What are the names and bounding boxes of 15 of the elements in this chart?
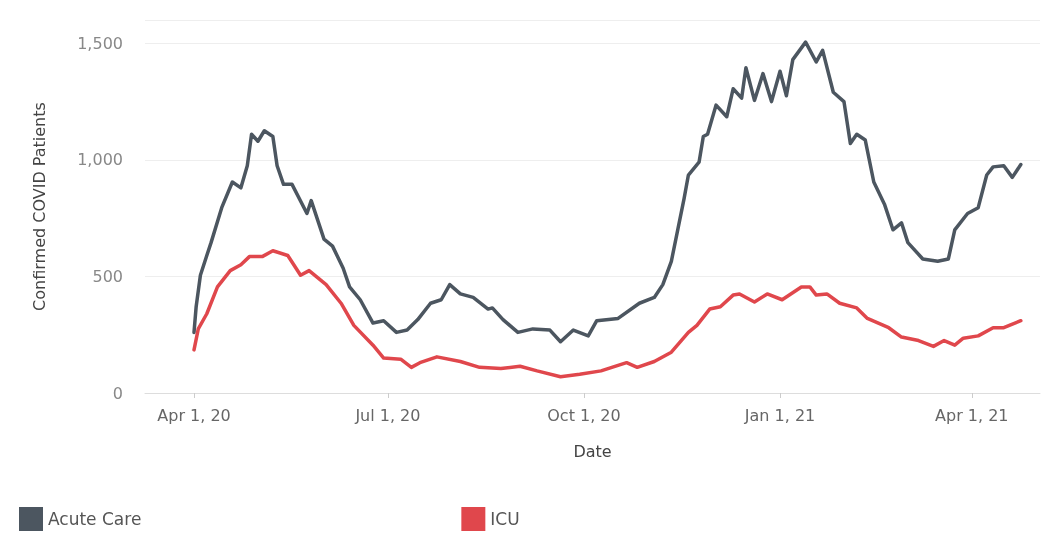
line-series [192, 40, 1023, 344]
x-tick-label: Jul 1, 20 [354, 405, 421, 425]
y-tick-label: 0 [112, 383, 123, 403]
y-axis-title: Confirmed COVID Patients [29, 102, 49, 311]
x-tick-label: Oct 1, 20 [547, 405, 621, 425]
legend-label: ICU [490, 509, 520, 529]
x-tick-label: Apr 1, 20 [157, 405, 231, 425]
y-tick-label: 1,500 [77, 33, 123, 53]
y-tick-label: 1,000 [77, 150, 123, 170]
x-tick-label: Jan 1, 21 [743, 405, 816, 425]
y-tick-label: 500 [92, 266, 123, 286]
x-axis-title: Date [573, 441, 612, 461]
line-series [192, 249, 1023, 379]
legend-label: Acute Care [48, 509, 142, 529]
x-tick-label: Apr 1, 21 [935, 405, 1009, 425]
